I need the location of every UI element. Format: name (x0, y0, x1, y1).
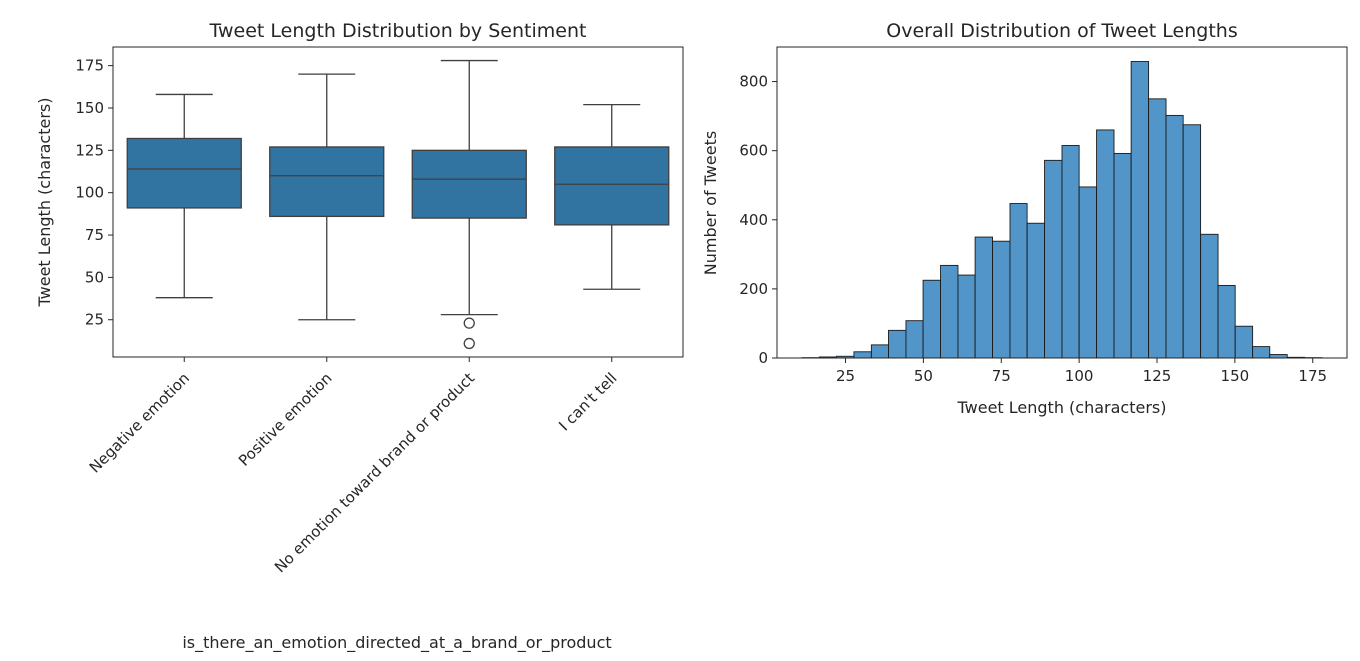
boxplot-y-axis-label: Tweet Length (characters) (35, 98, 54, 308)
histogram-y-tick-label: 600 (739, 142, 768, 160)
histogram-x-tick-label: 25 (836, 367, 855, 385)
boxplot-x-tick-label: I can't tell (555, 369, 620, 434)
boxplot-x-axis-label: is_there_an_emotion_directed_at_a_brand_… (182, 633, 611, 653)
histogram-bar (1165, 114, 1184, 359)
histogram-bar (1200, 233, 1219, 359)
histogram-bar (1044, 159, 1063, 359)
histogram-y-tick-label: 800 (739, 73, 768, 91)
box-outlier-point (463, 337, 475, 350)
boxplot-title: Tweet Length Distribution by Sentiment (209, 20, 587, 42)
boxplot-y-tick-label: 150 (75, 99, 104, 117)
histogram-x-tick-label: 175 (1298, 367, 1327, 385)
boxplot-plot-area: 25 50 75 100 125 150 175 Negative emotion Positi… (75, 57, 670, 576)
histogram-x-tick-label: 75 (992, 367, 1011, 385)
histogram-bar (1009, 203, 1028, 359)
box-iqr (269, 146, 385, 218)
histogram-bar (1026, 222, 1046, 359)
boxplot-x-tick-label: Positive emotion (235, 369, 336, 470)
histogram-x-tick-label: 125 (1143, 367, 1172, 385)
boxplot-chart: Tweet Length Distribution by Sentiment 2… (35, 20, 684, 653)
histogram-bar (1061, 145, 1080, 359)
boxplot-y-tick-label: 125 (75, 141, 104, 159)
histogram-bar (1252, 346, 1271, 359)
histogram-bar (888, 329, 907, 359)
histogram-bar (1113, 152, 1132, 359)
boxplot-y-tick-label: 75 (85, 226, 104, 244)
histogram-bar (853, 351, 872, 359)
box-iqr (554, 146, 670, 226)
box-outlier-point (463, 317, 475, 329)
boxplot-x-tick-label: Negative emotion (86, 369, 193, 476)
histogram-bar (1182, 124, 1202, 359)
boxplot-y-tick-label: 25 (85, 311, 104, 329)
boxplot-y-tick-label: 175 (75, 57, 104, 75)
histogram-bar (1078, 186, 1098, 359)
histogram-bar (992, 240, 1011, 359)
histogram-bar (905, 320, 924, 359)
histogram-x-axis-label: Tweet Length (characters) (957, 398, 1167, 417)
histogram-bar (870, 344, 889, 359)
histogram-bar (1234, 325, 1254, 359)
histogram-bar (922, 279, 941, 359)
box-iqr (126, 137, 242, 209)
histogram-chart: Overall Distribution of Tweet Lengths 25… (701, 20, 1348, 417)
box-iqr (411, 149, 527, 219)
boxplot-axes-frame (112, 46, 684, 358)
histogram-bar (1096, 129, 1115, 359)
histogram-bar (1148, 98, 1167, 359)
boxplot-y-tick-label: 50 (85, 268, 104, 286)
histogram-x-tick-label: 50 (914, 367, 933, 385)
boxplot-y-tick-label: 100 (75, 184, 104, 202)
histogram-bar (957, 274, 976, 359)
histogram-bar (1130, 61, 1150, 359)
histogram-axes-frame (776, 46, 1348, 359)
histogram-x-tick-label: 150 (1221, 367, 1250, 385)
histogram-title: Overall Distribution of Tweet Lengths (886, 20, 1237, 42)
histogram-bar (1217, 284, 1236, 359)
histogram-x-tick-label: 100 (1065, 367, 1094, 385)
histogram-bar (974, 236, 993, 359)
histogram-y-tick-label: 200 (739, 280, 768, 298)
histogram-bar (1269, 354, 1288, 359)
histogram-y-tick-label: 400 (739, 211, 768, 229)
histogram-bar (940, 264, 959, 359)
histogram-y-tick-label: 0 (758, 349, 768, 367)
histogram-plot-area: 25 50 75 100 125 150 175 0 200 400 600 800 (739, 61, 1327, 385)
histogram-y-axis-label: Number of Tweets (701, 131, 720, 275)
